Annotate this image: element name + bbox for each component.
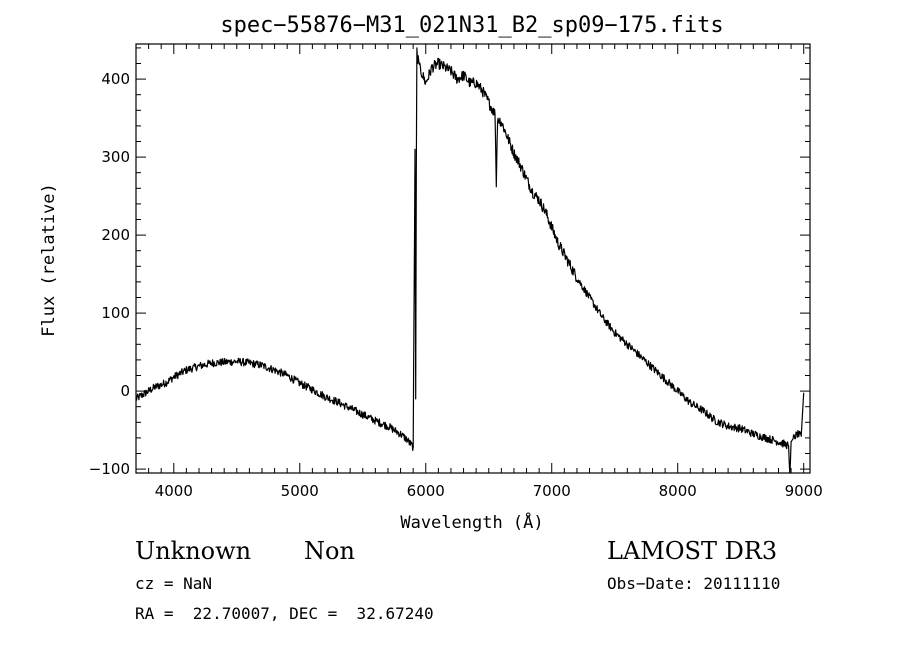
y-tick-label: 300 [101, 148, 130, 166]
obs-date-readout: Obs−Date: 20111110 [607, 574, 781, 593]
x-tick-label: 5000 [281, 482, 319, 500]
y-tick-label: 400 [101, 70, 130, 88]
coordinates-readout: RA = 22.70007, DEC = 32.67240 [135, 604, 434, 623]
x-tick-label: 7000 [533, 482, 571, 500]
chart-title: spec−55876−M31_021N31_B2_sp09−175.fits [220, 13, 723, 38]
redshift-readout: cz = NaN [135, 574, 213, 593]
y-tick-label: −100 [89, 460, 130, 478]
y-tick-labels: −100 0 100 200 300 400 [89, 70, 130, 478]
y-axis-label: Flux (relative) [39, 183, 59, 337]
x-tick-label: 6000 [407, 482, 445, 500]
y-tick-label: 200 [101, 226, 130, 244]
x-axis-label: Wavelength (Å) [400, 511, 543, 533]
x-tick-labels: 4000 5000 6000 7000 8000 9000 [155, 482, 823, 500]
axis-ticks [136, 44, 810, 473]
survey-label: LAMOST DR3 [607, 537, 778, 565]
object-class: Unknown [135, 537, 252, 565]
y-tick-label: 0 [120, 382, 130, 400]
spectrum-line [135, 47, 805, 474]
x-tick-label: 8000 [659, 482, 697, 500]
plot-frame [135, 43, 811, 474]
x-tick-label: 9000 [785, 482, 823, 500]
y-tick-label: 100 [101, 304, 130, 322]
x-tick-label: 4000 [155, 482, 193, 500]
object-subclass: Non [304, 537, 355, 565]
